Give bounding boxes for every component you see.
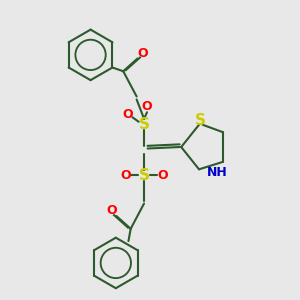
Text: O: O [142, 100, 152, 113]
Text: O: O [122, 108, 133, 121]
Text: O: O [137, 47, 148, 60]
Text: O: O [106, 204, 117, 218]
Text: S: S [139, 117, 150, 132]
Text: S: S [195, 113, 206, 128]
Text: O: O [157, 169, 168, 182]
Text: O: O [120, 169, 131, 182]
Text: NH: NH [206, 166, 227, 179]
Text: S: S [139, 168, 150, 183]
